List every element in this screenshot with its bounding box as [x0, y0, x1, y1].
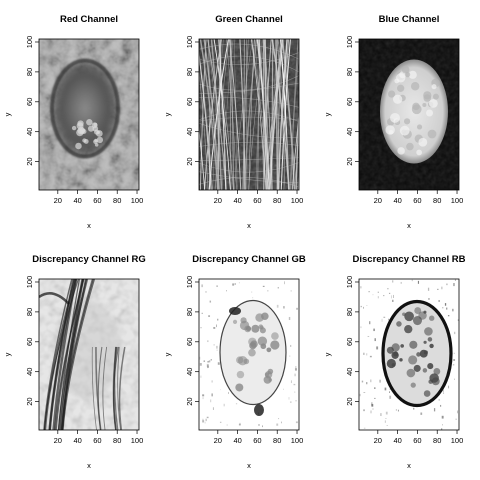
plot-frame: [198, 278, 300, 431]
x-tick-label: 100: [291, 436, 304, 445]
y-tick-label: 40: [345, 368, 354, 376]
y-axis-label: y: [163, 112, 172, 116]
panel-title: Blue Channel: [379, 14, 440, 25]
y-tick-label: 20: [345, 397, 354, 405]
y-tick-label: 60: [345, 98, 354, 106]
panel-title: Discrepancy Channel RB: [353, 254, 466, 265]
x-tick-label: 80: [433, 436, 441, 445]
plot-frame: [38, 278, 140, 431]
y-tick-label: 40: [185, 368, 194, 376]
y-tick-label: 100: [25, 276, 34, 289]
panel-title: Discrepancy Channel GB: [192, 254, 306, 265]
panel-rg: Discrepancy Channel RG 20 40 60 80 100 20 40 60 8…: [3, 254, 146, 470]
x-tick-label: 60: [253, 436, 261, 445]
plot-frame: [358, 38, 460, 191]
x-tick-label: 80: [273, 436, 281, 445]
x-tick-label: 60: [253, 196, 261, 205]
x-axis-label: x: [407, 461, 411, 470]
y-tick-label: 40: [25, 368, 34, 376]
x-tick-label: 60: [413, 196, 421, 205]
y-axis-label: y: [163, 352, 172, 356]
x-tick-label: 20: [54, 436, 62, 445]
x-tick-label: 80: [113, 436, 121, 445]
y-tick-label: 100: [25, 36, 34, 49]
y-tick-label: 20: [25, 157, 34, 165]
channel-image: [39, 279, 139, 430]
channel-image: [199, 39, 299, 190]
y-tick-label: 40: [185, 128, 194, 136]
x-tick-label: 100: [291, 196, 304, 205]
y-tick-label: 60: [185, 98, 194, 106]
x-tick-label: 80: [273, 196, 281, 205]
channel-image: [199, 279, 299, 430]
y-tick-label: 80: [185, 68, 194, 76]
y-tick-label: 20: [25, 397, 34, 405]
y-tick-label: 80: [185, 308, 194, 316]
x-tick-label: 80: [433, 196, 441, 205]
channel-image: [39, 39, 139, 190]
x-tick-label: 60: [413, 436, 421, 445]
x-axis-label: x: [87, 461, 91, 470]
x-tick-label: 20: [374, 196, 382, 205]
x-tick-label: 100: [451, 436, 464, 445]
y-tick-label: 20: [345, 157, 354, 165]
x-tick-label: 40: [393, 436, 401, 445]
x-tick-label: 20: [374, 436, 382, 445]
panel-green: Green Channel 20 40 60 80 100 20 40 60 80 100 x y: [163, 14, 304, 230]
x-tick-label: 20: [54, 196, 62, 205]
channel-image: [359, 39, 459, 190]
panel-title: Discrepancy Channel RG: [32, 254, 146, 265]
y-tick-label: 60: [25, 338, 34, 346]
x-tick-label: 20: [214, 196, 222, 205]
y-axis-label: y: [3, 352, 12, 356]
x-tick-label: 40: [233, 196, 241, 205]
y-tick-label: 80: [345, 68, 354, 76]
panel-title: Red Channel: [60, 14, 118, 25]
channel-image: [359, 279, 459, 430]
y-axis-label: y: [323, 112, 332, 116]
x-tick-label: 40: [393, 196, 401, 205]
x-axis-label: x: [407, 221, 411, 230]
y-tick-label: 80: [25, 68, 34, 76]
y-tick-label: 80: [25, 308, 34, 316]
y-tick-label: 20: [185, 157, 194, 165]
y-tick-label: 60: [25, 98, 34, 106]
panel-rb: Discrepancy Channel RB 20 40 60 80 100 20 40 60 8…: [323, 254, 466, 470]
x-tick-label: 60: [93, 436, 101, 445]
y-tick-label: 100: [185, 276, 194, 289]
plot-frame: [358, 278, 460, 431]
y-tick-label: 60: [185, 338, 194, 346]
y-tick-label: 40: [25, 128, 34, 136]
y-tick-label: 60: [345, 338, 354, 346]
y-tick-label: 40: [345, 128, 354, 136]
panel-blue: Blue Channel 20 40 60 80 100 20 40 60 80 100 x y: [323, 14, 463, 230]
x-axis-label: x: [247, 461, 251, 470]
x-tick-label: 20: [214, 436, 222, 445]
x-tick-label: 80: [113, 196, 121, 205]
x-tick-label: 40: [233, 436, 241, 445]
x-axis-label: x: [87, 221, 91, 230]
y-tick-label: 100: [345, 36, 354, 49]
x-axis-label: x: [247, 221, 251, 230]
x-tick-label: 40: [73, 196, 81, 205]
panel-title: Green Channel: [215, 14, 283, 25]
y-tick-label: 80: [345, 308, 354, 316]
x-tick-label: 40: [73, 436, 81, 445]
x-tick-label: 100: [451, 196, 464, 205]
x-tick-label: 60: [93, 196, 101, 205]
y-axis-label: y: [3, 112, 12, 116]
plot-frame: [38, 38, 140, 191]
y-tick-label: 100: [345, 276, 354, 289]
y-axis-label: y: [323, 352, 332, 356]
y-tick-label: 20: [185, 397, 194, 405]
panel-gb: Discrepancy Channel GB 20 40 60 80 100 20 40 60 8…: [163, 254, 306, 470]
x-tick-label: 100: [131, 196, 144, 205]
plot-frame: [198, 38, 300, 191]
x-tick-label: 100: [131, 436, 144, 445]
panel-red: Red Channel 20 40 60 80 100 20 40 60 80 100 x y: [3, 14, 143, 230]
y-tick-label: 100: [185, 36, 194, 49]
